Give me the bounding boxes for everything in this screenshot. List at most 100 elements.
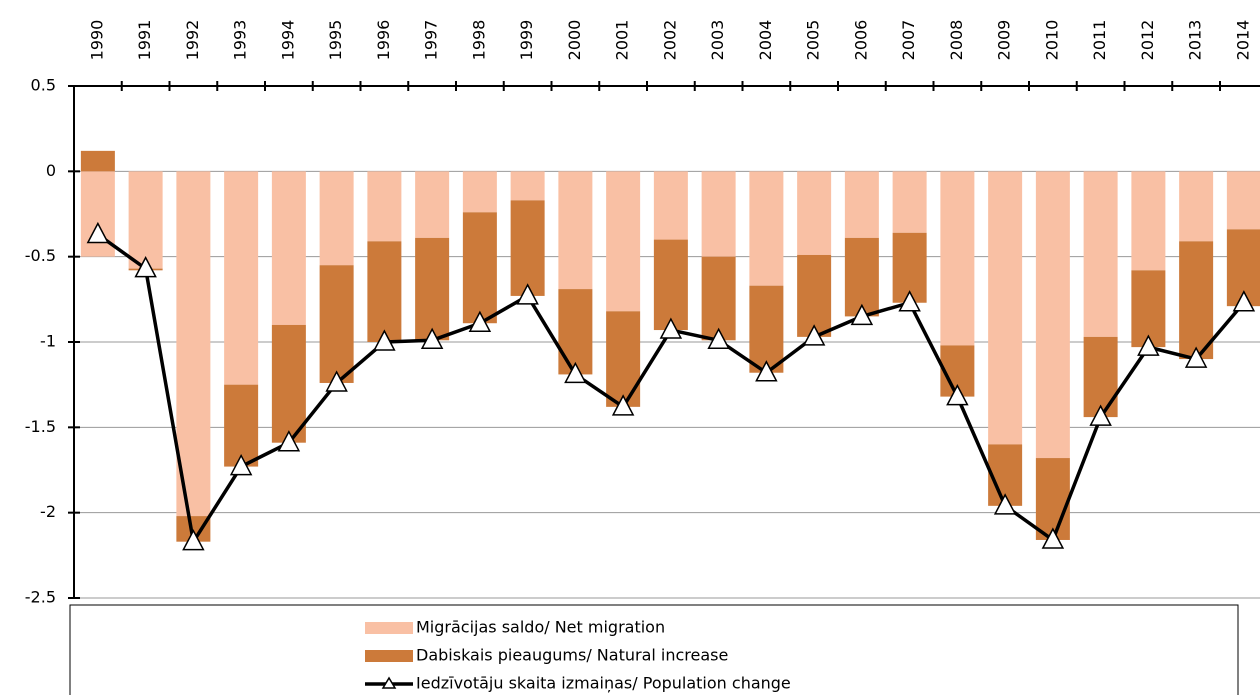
x-tick-label: 1999 (517, 20, 536, 61)
x-tick-label: 1996 (374, 20, 393, 61)
bar (1226, 171, 1260, 230)
marker (134, 256, 157, 278)
bar (367, 171, 402, 242)
marker (373, 329, 396, 351)
bar (1179, 241, 1214, 360)
x-tick-label: 2014 (1233, 20, 1252, 61)
x-tick-label: 2011 (1090, 20, 1109, 61)
bar (319, 171, 354, 266)
bar (415, 171, 450, 238)
bar (558, 289, 593, 375)
bar (606, 171, 641, 312)
y-tick-label: 0 (46, 161, 56, 180)
bar (940, 171, 975, 346)
y-tick-label: -1 (40, 332, 56, 351)
marker (229, 453, 253, 476)
marker (946, 384, 969, 406)
x-tick-label: 2012 (1138, 20, 1157, 61)
x-tick-label: 2010 (1042, 20, 1061, 61)
x-tick-label: 2001 (613, 20, 632, 61)
bar (224, 171, 259, 385)
marker (325, 370, 348, 392)
marker (802, 324, 826, 346)
marker (898, 290, 921, 312)
marker (993, 493, 1017, 515)
bar (1083, 336, 1118, 418)
x-tick-label: 1995 (326, 20, 345, 61)
bar (1035, 171, 1070, 459)
legend-swatch (365, 650, 413, 662)
y-tick-label: -2.5 (25, 588, 56, 607)
bar (653, 171, 688, 240)
bar (797, 171, 832, 255)
y-tick-label: -1.5 (25, 417, 56, 436)
bar (1035, 458, 1070, 540)
x-tick-label: 2013 (1186, 20, 1205, 61)
legend-label: Dabiskais pieaugums/ Natural increase (416, 646, 728, 665)
marker (1232, 290, 1256, 312)
bar (128, 171, 163, 269)
x-tick-label: 1998 (469, 20, 488, 61)
bar (415, 237, 450, 341)
bar (797, 254, 832, 337)
x-tick-label: 1994 (278, 20, 297, 61)
x-tick-label: 1992 (183, 20, 202, 61)
marker (1137, 334, 1160, 356)
bar (1131, 171, 1166, 271)
bar (701, 256, 736, 341)
bar (1083, 171, 1118, 337)
marker (755, 360, 778, 382)
x-tick-label: 2007 (899, 20, 918, 61)
x-tick-label: 2006 (851, 20, 870, 61)
marker (659, 317, 683, 339)
x-tick-label: 2009 (995, 20, 1014, 61)
bar (844, 171, 879, 238)
marker (1041, 527, 1065, 549)
bar (271, 324, 306, 443)
x-tick-label: 2005 (804, 20, 823, 61)
legend-label: Migrācijas saldo/ Net migration (416, 618, 665, 637)
bar (271, 171, 306, 325)
marker (1184, 346, 1208, 368)
legend-marker (381, 676, 397, 689)
bar (1179, 171, 1214, 242)
x-tick-label: 2003 (708, 20, 727, 61)
marker (516, 283, 539, 305)
marker (707, 327, 730, 350)
y-tick-label: 0.5 (31, 76, 56, 95)
y-tick-label: -2 (40, 502, 56, 521)
x-tick-label: 2008 (947, 20, 966, 61)
bar (653, 239, 688, 331)
bar (462, 171, 497, 213)
bar (558, 171, 593, 290)
bar (1131, 270, 1166, 348)
bar (462, 212, 497, 324)
marker (611, 394, 635, 416)
bar (844, 237, 879, 317)
bar (988, 171, 1023, 445)
bar (176, 171, 211, 517)
x-tick-label: 1990 (87, 20, 106, 61)
bar (319, 265, 354, 383)
x-tick-label: 1993 (231, 20, 250, 61)
bar (892, 171, 927, 233)
marker (277, 430, 301, 452)
x-tick-label: 2004 (756, 20, 775, 61)
marker (468, 310, 492, 332)
bar (80, 150, 115, 172)
x-tick-label: 1991 (135, 20, 154, 61)
x-tick-label: 2002 (660, 20, 679, 61)
marker (1089, 404, 1112, 426)
bar (701, 171, 736, 257)
legend-box (69, 604, 1239, 695)
bar (224, 384, 259, 467)
marker (86, 221, 110, 244)
bar (606, 311, 641, 407)
marker (850, 303, 874, 326)
bar (510, 171, 545, 201)
y-tick-label: -0.5 (25, 246, 56, 265)
legend-label: Iedzīvotāju skaita izmaiņas/ Population … (416, 674, 791, 693)
x-tick-label: 2000 (565, 20, 584, 61)
